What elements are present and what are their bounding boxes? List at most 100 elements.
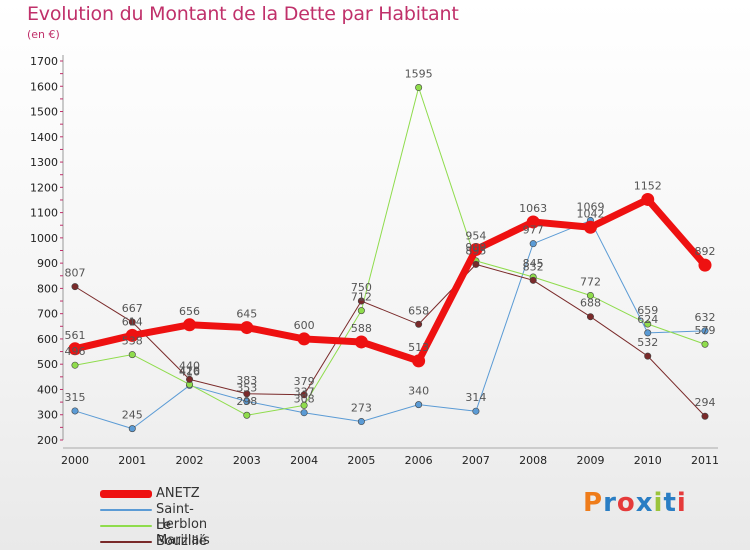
data-label: 1063 [519, 202, 547, 215]
data-point [698, 258, 712, 272]
data-point [125, 328, 139, 342]
data-label: 656 [179, 305, 200, 318]
data-label: 1595 [405, 68, 433, 81]
legend-label: Bouzillé [156, 534, 207, 549]
data-point [128, 318, 136, 326]
y-tick-label: 1000 [30, 232, 58, 245]
data-point [415, 320, 423, 328]
series-line-anetz [71, 195, 709, 365]
data-label: 600 [294, 319, 315, 332]
data-point [357, 297, 365, 305]
data-label: 892 [695, 245, 716, 258]
logo-letter: P [583, 488, 604, 518]
data-point [415, 401, 423, 409]
data-point [297, 332, 311, 346]
data-label: 954 [465, 229, 486, 242]
chart-unit-label: (en €) [27, 28, 60, 41]
data-label: 353 [236, 381, 257, 394]
data-label: 772 [580, 275, 601, 288]
y-tick-label: 500 [37, 358, 58, 371]
data-point [71, 361, 79, 369]
data-label: 1042 [576, 207, 604, 220]
data-label: 420 [179, 364, 200, 377]
legend-swatch [100, 525, 152, 527]
legend-swatch [100, 490, 152, 498]
data-point [701, 327, 709, 335]
legend-label: Saint-Herblon [156, 502, 208, 532]
series-line-le-marillais [74, 87, 706, 416]
logo-letter: t [663, 488, 677, 518]
legend-label: Le Marillais [156, 518, 210, 548]
data-point [472, 260, 480, 268]
data-label: 688 [580, 297, 601, 310]
data-label: 807 [65, 267, 86, 280]
x-tick-label: 2009 [576, 454, 604, 467]
series-line-bouzill- [74, 263, 706, 417]
y-tick-label: 900 [37, 257, 58, 270]
data-label: 496 [65, 345, 86, 358]
y-tick-label: 1300 [30, 156, 58, 169]
data-label: 416 [179, 365, 200, 378]
y-tick-label: 1200 [30, 181, 58, 194]
data-label: 845 [523, 257, 544, 270]
data-label: 337 [294, 385, 315, 398]
data-label: 1152 [634, 179, 662, 192]
data-point [300, 401, 308, 409]
data-label: 832 [523, 260, 544, 273]
data-point [644, 320, 652, 328]
logo-letter: r [603, 488, 617, 518]
data-label: 340 [408, 385, 429, 398]
logo-letter: i [676, 488, 687, 518]
y-tick-label: 1700 [30, 55, 58, 68]
data-point [186, 375, 194, 383]
data-point [529, 240, 537, 248]
data-point [357, 418, 365, 426]
data-point [415, 84, 423, 92]
data-label: 315 [65, 391, 86, 404]
legend-swatch [100, 541, 152, 543]
data-point [701, 412, 709, 420]
data-point [412, 354, 426, 368]
data-point [240, 321, 254, 335]
data-label: 513 [408, 341, 429, 354]
y-tick-label: 400 [37, 383, 58, 396]
data-label: 614 [122, 315, 143, 328]
chart-title: Evolution du Montant de la Dette par Hab… [27, 3, 459, 25]
data-label: 977 [523, 224, 544, 237]
y-tick-label: 800 [37, 282, 58, 295]
data-point [701, 340, 709, 348]
data-label: 1069 [576, 200, 604, 213]
x-tick-label: 2011 [691, 454, 719, 467]
data-label: 645 [236, 308, 257, 321]
data-label: 632 [695, 311, 716, 324]
data-label: 712 [351, 291, 372, 304]
data-label: 532 [637, 336, 658, 349]
y-tick-label: 1600 [30, 80, 58, 93]
series-line-saint-herblon [74, 219, 706, 430]
data-label: 538 [122, 335, 143, 348]
data-label: 588 [351, 322, 372, 335]
legend-label: ANETZ [156, 486, 200, 501]
x-tick-label: 2004 [290, 454, 318, 467]
data-label: 298 [236, 395, 257, 408]
legend-swatch [100, 509, 152, 511]
data-point [128, 351, 136, 359]
data-point [586, 313, 594, 321]
data-label: 561 [65, 329, 86, 342]
data-point [583, 220, 597, 234]
x-tick-label: 2002 [176, 454, 204, 467]
data-point [68, 342, 82, 356]
x-tick-label: 2005 [347, 454, 375, 467]
x-tick-label: 2000 [61, 454, 89, 467]
data-label: 383 [236, 374, 257, 387]
data-point [128, 425, 136, 433]
data-label: 658 [408, 304, 429, 317]
x-tick-label: 2007 [462, 454, 490, 467]
data-label: 667 [122, 302, 143, 315]
x-tick-label: 2003 [233, 454, 261, 467]
data-point [300, 409, 308, 417]
y-tick-label: 1500 [30, 106, 58, 119]
data-label: 379 [294, 375, 315, 388]
data-label: 273 [351, 402, 372, 415]
